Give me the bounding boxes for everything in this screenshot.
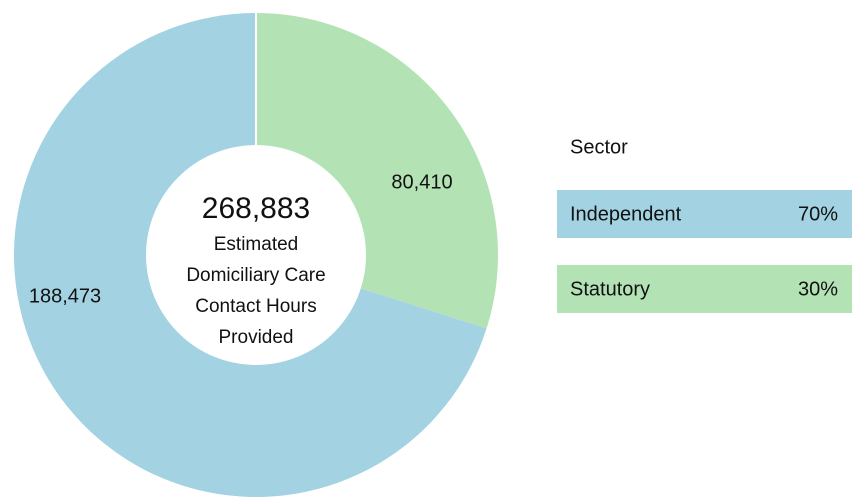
- legend-percent: 30%: [798, 278, 838, 300]
- center-value: 268,883: [202, 192, 310, 225]
- center-text: Domiciliary Care: [186, 265, 325, 286]
- legend-label: Independent: [570, 203, 682, 225]
- donut-slice: [14, 13, 487, 497]
- legend-title: Sector: [570, 136, 628, 158]
- legend-label: Statutory: [570, 278, 650, 300]
- center-text: Contact Hours: [195, 296, 316, 317]
- center-text: Estimated: [214, 234, 298, 255]
- data-label: 80,410: [391, 171, 452, 193]
- legend-percent: 70%: [798, 203, 838, 225]
- legend-swatch: [557, 265, 852, 313]
- center-text: Provided: [219, 327, 294, 348]
- donut-slice: [256, 13, 498, 329]
- legend-swatch: [557, 190, 852, 238]
- data-label: 188,473: [29, 285, 101, 307]
